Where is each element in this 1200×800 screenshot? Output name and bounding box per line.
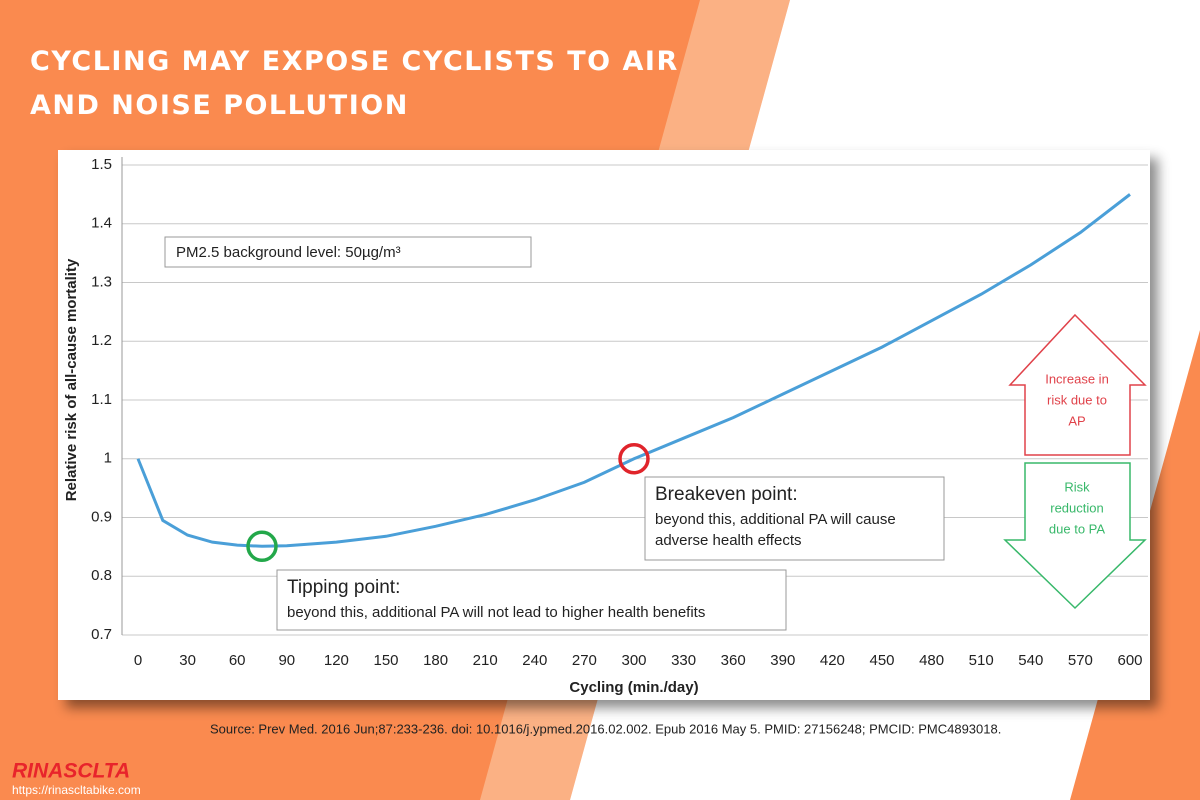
x-tick-label: 450 [869, 652, 894, 669]
page-title: CYCLING MAY EXPOSE CYCLISTS TO AIR AND N… [30, 46, 679, 121]
increase-arrow [1008, 313, 1147, 456]
x-tick-label: 240 [522, 652, 547, 669]
annotation-title: Tipping point: [287, 577, 400, 598]
annotation-text: beyond this, additional PA will cause [655, 511, 896, 528]
arrow-text: reduction [1050, 500, 1103, 515]
arrow-text: AP [1068, 413, 1085, 428]
x-tick-label: 120 [324, 652, 349, 669]
x-tick-label: 420 [820, 652, 845, 669]
x-tick-label: 300 [621, 652, 646, 669]
y-tick-label: 0.8 [91, 567, 112, 584]
annotation-text: beyond this, additional PA will not lead… [287, 604, 705, 621]
note-box [164, 236, 532, 268]
y-tick-label: 1.2 [91, 332, 112, 349]
y-tick-label: 1 [104, 450, 112, 467]
x-tick-label: 330 [671, 652, 696, 669]
y-tick-label: 1.5 [91, 156, 112, 173]
annotation-text: adverse health effects [655, 532, 801, 549]
y-tick-label: 1.3 [91, 273, 112, 290]
brand-name: RINASCLTA [12, 760, 130, 783]
x-tick-label: 270 [572, 652, 597, 669]
x-tick-label: 0 [134, 652, 142, 669]
brand-url: https://rinascltabike.com [12, 783, 141, 797]
x-tick-label: 150 [373, 652, 398, 669]
annotation-box [276, 569, 787, 631]
annotation-marker [618, 443, 650, 475]
line [136, 193, 1131, 548]
x-tick-label: 90 [278, 652, 295, 669]
arrow-text: Increase in [1045, 371, 1109, 386]
x-tick-label: 480 [919, 652, 944, 669]
y-tick-label: 0.9 [91, 508, 112, 525]
arrow-text: due to PA [1049, 521, 1105, 536]
y-axis-label: Relative risk of all-cause mortality [63, 258, 80, 501]
x-tick-label: 30 [179, 652, 196, 669]
x-tick-label: 180 [423, 652, 448, 669]
x-tick-label: 390 [770, 652, 795, 669]
x-tick-label: 570 [1068, 652, 1093, 669]
x-tick-label: 360 [721, 652, 746, 669]
annotation-box [644, 476, 945, 561]
annotation-title: Breakeven point: [655, 484, 798, 505]
y-tick-label: 1.1 [91, 391, 112, 408]
y-tick-label: 1.4 [91, 215, 112, 232]
source: Source: Prev Med. 2016 Jun;87:233-236. d… [210, 721, 1001, 736]
x-tick-label: 600 [1117, 652, 1142, 669]
x-tick-label: 540 [1018, 652, 1043, 669]
annotation-marker [246, 530, 278, 563]
chart: 0.7 0.8 0.9 1 1.1 1.2 1.3 1.4 1.5 0 30 60 90 120 150 18… [63, 156, 1148, 696]
arrow-text: Risk [1064, 479, 1090, 494]
arrow-text: risk due to [1047, 392, 1107, 407]
reduction-arrow [1003, 462, 1147, 610]
y-tick-label: 0.7 [91, 626, 112, 643]
x-tick-label: 60 [229, 652, 246, 669]
x-axis-label: Cycling (min./day) [569, 679, 698, 696]
note: PM2.5 background level: 50µg/m³ [176, 244, 401, 261]
x-tick-label: 210 [473, 652, 498, 669]
x-tick-label: 510 [969, 652, 994, 669]
